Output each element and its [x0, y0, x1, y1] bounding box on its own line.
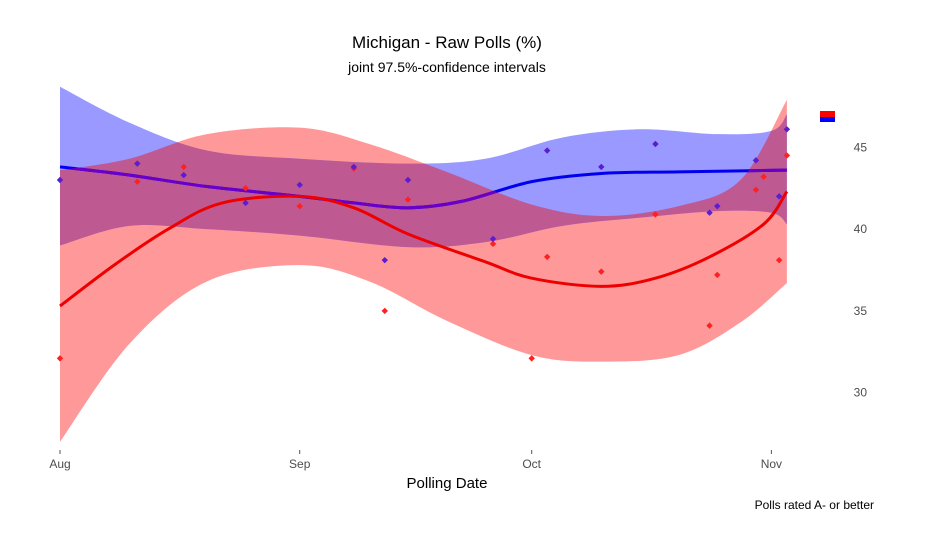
x-tick-label: Sep — [289, 457, 311, 471]
chart-subtitle: joint 97.5%-confidence intervals — [347, 59, 546, 75]
red-poll-point — [404, 196, 412, 203]
confidence-bands — [60, 86, 787, 442]
red-trend-line — [59, 190, 789, 308]
chart-caption: Polls rated A- or better — [755, 498, 874, 512]
x-tick-label: Oct — [522, 457, 541, 471]
poll-points — [56, 126, 791, 362]
red-poll-point — [296, 202, 303, 210]
blue-poll-point — [652, 140, 659, 148]
chart-title: Michigan - Raw Polls (%) — [352, 33, 542, 52]
blue-poll-point — [706, 209, 713, 216]
blue-poll-point — [296, 181, 303, 189]
red-poll-point — [180, 163, 187, 171]
legend — [820, 111, 835, 122]
red-poll-point — [706, 322, 713, 329]
red-poll-point — [489, 240, 497, 248]
x-tick-label: Nov — [761, 457, 782, 471]
red-poll-point — [783, 152, 791, 159]
y-tick-label: 30 — [854, 386, 868, 400]
red-poll-point — [760, 173, 767, 180]
y-tick-label: 45 — [854, 140, 868, 154]
red-poll-point — [381, 307, 388, 315]
red-poll-point — [714, 271, 721, 279]
red-poll-point — [242, 184, 249, 192]
red-poll-point — [775, 256, 783, 264]
legend-swatch-blue — [820, 117, 835, 122]
x-axis: Aug Sep Oct Nov — [49, 450, 782, 471]
red-poll-point — [652, 211, 659, 218]
blue-poll-point — [783, 126, 791, 133]
blue-poll-point — [752, 157, 760, 164]
blue-poll-point — [775, 193, 783, 200]
blue-poll-point — [714, 202, 721, 210]
red-poll-point — [752, 186, 760, 194]
x-axis-label: Polling Date — [407, 475, 488, 492]
trend-lines — [59, 165, 789, 308]
blue-poll-point — [598, 163, 605, 171]
blue-poll-point — [134, 160, 141, 167]
blue-poll-point — [404, 176, 412, 184]
blue-poll-point — [56, 176, 64, 184]
red-poll-point — [543, 253, 551, 261]
blue-poll-point — [180, 171, 187, 179]
x-tick-label: Aug — [49, 457, 70, 471]
blue-poll-point — [381, 256, 388, 264]
red-poll-point — [56, 355, 64, 362]
red-poll-point — [134, 178, 141, 185]
blue-poll-point — [543, 147, 551, 154]
red-poll-point — [528, 355, 535, 362]
red-poll-point — [598, 268, 605, 275]
y-tick-label: 35 — [854, 304, 868, 318]
y-tick-label: 40 — [854, 222, 868, 236]
y-axis: 30 35 40 45 — [854, 140, 868, 399]
blue-poll-point — [489, 235, 497, 243]
blue-poll-point — [242, 199, 249, 207]
legend-swatch-red — [820, 111, 835, 117]
blue-poll-point — [350, 163, 358, 171]
